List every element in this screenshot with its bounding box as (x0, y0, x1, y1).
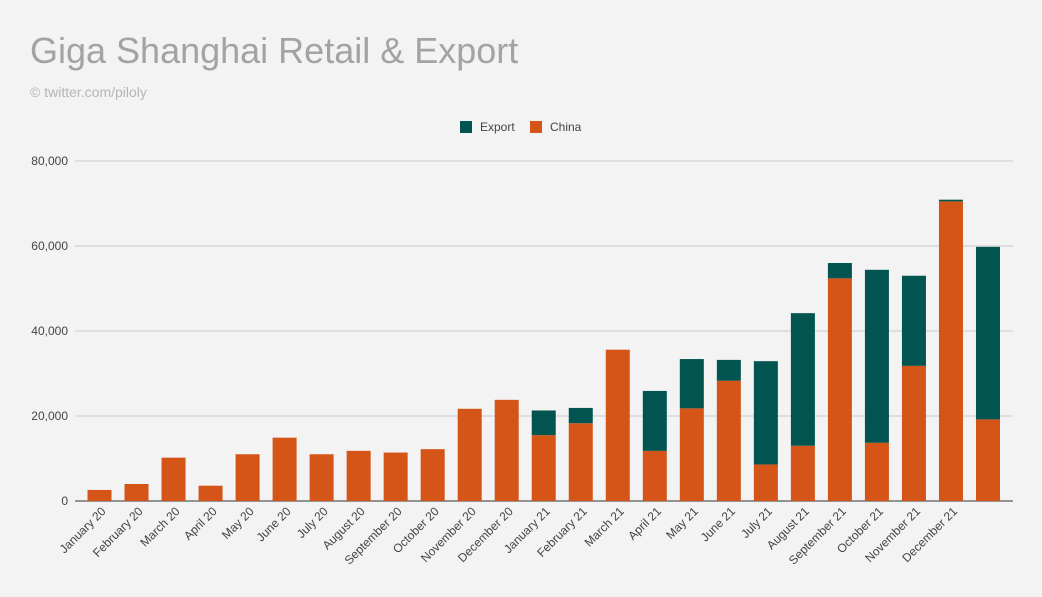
legend-swatch-china (530, 121, 542, 133)
bar-china (901, 365, 926, 501)
bar-china (198, 485, 223, 501)
bar-export (901, 275, 926, 366)
bar-export (938, 199, 963, 202)
bar-china (457, 408, 482, 501)
bar-china (309, 454, 334, 501)
bar-china (272, 437, 297, 501)
chart-subtitle: © twitter.com/piloly (30, 84, 147, 100)
bar-china (938, 201, 963, 501)
bar-china (346, 450, 371, 501)
x-tick-label: May 20 (219, 504, 257, 542)
bar-china (87, 489, 112, 501)
bar-export (679, 359, 704, 409)
y-tick-label: 80,000 (31, 154, 68, 168)
bar-china (420, 449, 445, 501)
bar-export (864, 269, 889, 443)
legend-label-export: Export (480, 120, 515, 134)
x-tick-label: March 20 (137, 504, 183, 550)
bar-export (568, 407, 593, 424)
y-tick-label: 20,000 (31, 409, 68, 423)
legend-swatch-export (460, 121, 472, 133)
x-tick-label: April 20 (181, 504, 220, 543)
bar-china (235, 454, 260, 501)
bar-export (531, 410, 556, 436)
bars (87, 199, 1000, 501)
bar-export (975, 246, 1000, 420)
legend-label-china: China (550, 120, 582, 134)
x-tick-label: March 21 (582, 504, 628, 550)
bar-export (753, 361, 778, 465)
x-tick-label: April 21 (625, 504, 664, 543)
bar-china (679, 408, 704, 501)
bar-china (790, 445, 815, 501)
bar-china (642, 450, 667, 501)
legend: Export China (460, 120, 582, 134)
bar-china (716, 380, 741, 501)
bar-china (568, 423, 593, 501)
bar-china (605, 349, 630, 501)
chart-title: Giga Shanghai Retail & Export (30, 30, 519, 71)
y-tick-label: 40,000 (31, 324, 68, 338)
y-tick-label: 0 (61, 494, 68, 508)
bar-china (161, 457, 186, 501)
bar-china (827, 278, 852, 501)
bar-china (753, 464, 778, 501)
bar-china (864, 442, 889, 501)
x-tick-label: June 20 (254, 504, 294, 544)
bar-china (494, 399, 519, 501)
bar-china (124, 484, 149, 501)
bar-export (790, 313, 815, 446)
bar-export (716, 359, 741, 381)
bar-china (531, 435, 556, 501)
bar-export (827, 263, 852, 279)
x-tick-label: May 21 (663, 504, 701, 542)
bar-china (383, 452, 408, 501)
y-tick-label: 60,000 (31, 239, 68, 253)
bar-china (975, 419, 1000, 501)
x-tick-label: June 21 (698, 504, 738, 544)
bar-export (642, 390, 667, 451)
